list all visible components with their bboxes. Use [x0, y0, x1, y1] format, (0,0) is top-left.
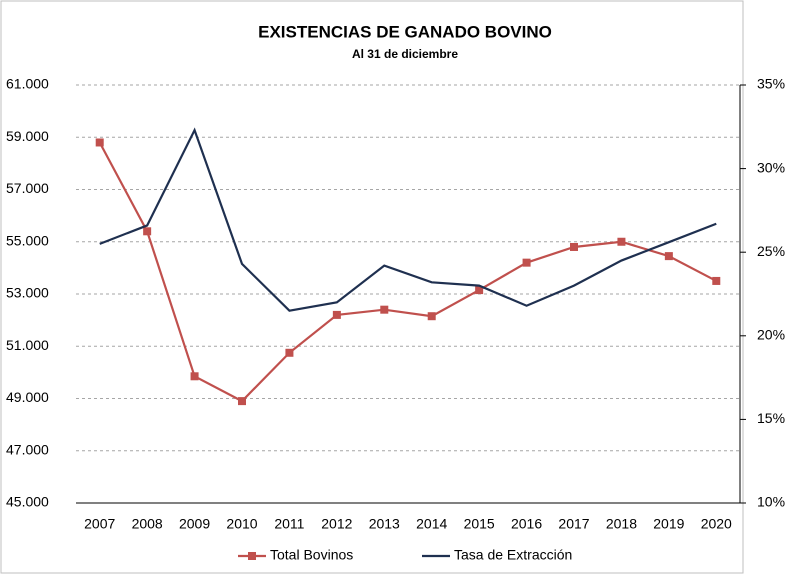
x-tick-label: 2019: [653, 516, 684, 532]
point: [143, 227, 152, 236]
y2-tick-label: 15%: [757, 410, 785, 426]
x-tick-label: 2017: [558, 516, 589, 532]
x-tick-label: 2009: [179, 516, 210, 532]
x-tick-label: 2015: [464, 516, 495, 532]
legend-label: Tasa de Extracción: [454, 547, 572, 563]
y-tick-label: 53.000: [6, 285, 49, 301]
point: [190, 372, 199, 381]
point: [332, 310, 341, 319]
y2-tick-label: 20%: [757, 327, 785, 343]
series-line: [98, 141, 717, 403]
y-tick-label: 45.000: [6, 494, 49, 510]
x-tick-label: 2013: [369, 516, 400, 532]
x-tick-label: 2018: [606, 516, 637, 532]
x-tick-label: 2007: [84, 516, 115, 532]
point: [712, 276, 721, 285]
y-tick-label: 51.000: [6, 337, 49, 353]
x-tick-label: 2016: [511, 516, 542, 532]
point: [285, 348, 294, 357]
y2-tick-label: 30%: [757, 159, 785, 175]
point: [475, 286, 484, 295]
y-tick-label: 49.000: [6, 389, 49, 405]
series-line: [99, 127, 717, 312]
point: [522, 258, 531, 267]
x-tick-label: 2008: [132, 516, 163, 532]
y-tick-label: 59.000: [6, 128, 49, 144]
y-tick-label: 47.000: [6, 441, 49, 457]
y-tick-label: 61.000: [6, 76, 49, 92]
y2-tick-label: 25%: [757, 243, 785, 259]
y-tick-label: 57.000: [6, 180, 49, 196]
chart-frame: [0, 0, 744, 574]
point: [664, 252, 673, 261]
x-tick-label: 2020: [701, 516, 732, 532]
legend-label: Total Bovinos: [270, 547, 353, 563]
x-tick-label: 2011: [274, 516, 304, 532]
point: [617, 237, 626, 246]
y2-tick-label: 10%: [757, 494, 785, 510]
chart-subtitle: Al 31 de diciembre: [352, 47, 458, 61]
point: [95, 138, 104, 147]
x-tick-label: 2014: [416, 516, 447, 532]
point: [380, 305, 389, 314]
y2-tick-label: 35%: [757, 76, 785, 92]
point: [238, 397, 246, 406]
legend-marker: [248, 552, 256, 560]
point: [427, 312, 436, 321]
chart-title: EXISTENCIAS DE GANADO BOVINO: [258, 22, 552, 41]
x-tick-label: 2012: [321, 516, 352, 532]
x-tick-label: 2010: [226, 516, 257, 532]
y-tick-label: 55.000: [6, 232, 49, 248]
point: [570, 242, 578, 251]
